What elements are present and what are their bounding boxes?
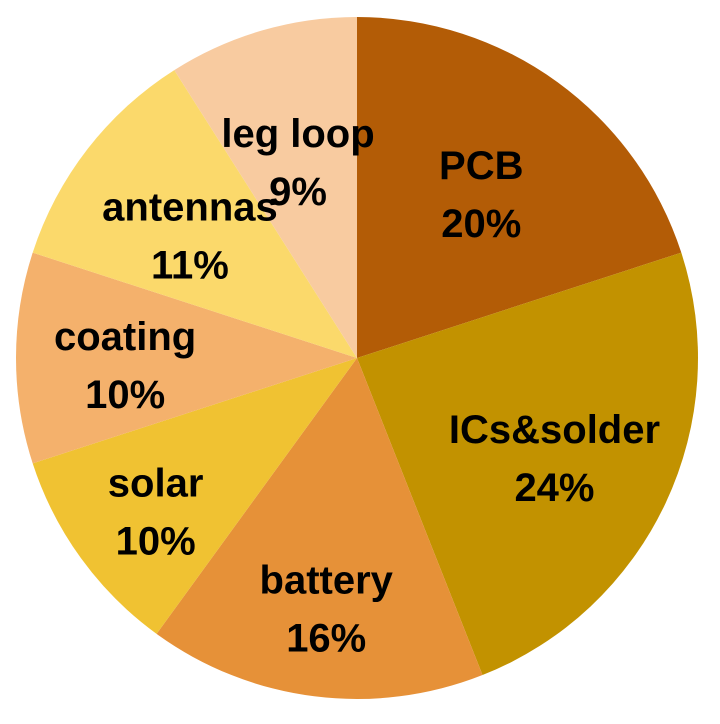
slice-value-label: 10% (85, 373, 165, 417)
slice-label: leg loop (221, 112, 374, 156)
slice-label: antennas (102, 185, 278, 229)
pie-slice-solar (32, 358, 357, 634)
slice-label: coating (54, 315, 196, 359)
slice-value-label: 10% (116, 519, 196, 563)
pie-slice-coating (16, 252, 358, 464)
pie-slice-battery (156, 358, 483, 699)
pie-slice-leg-loop (174, 17, 357, 358)
slice-value-label: 9% (269, 170, 327, 214)
slice-label: solar (108, 461, 204, 505)
slice-value-label: 11% (151, 243, 229, 287)
slice-label: ICs&solder (449, 408, 660, 452)
slice-label: battery (260, 559, 394, 603)
slice-value-label: 24% (514, 466, 594, 510)
slice-value-label: 16% (286, 617, 366, 661)
slice-label: PCB (439, 144, 523, 188)
slice-value-label: 20% (441, 202, 521, 246)
pie-labels: PCB 20% ICs&solder 24% battery 16% solar 10% coa… (54, 112, 660, 661)
pie-slice-ics-solder (357, 252, 698, 676)
pie-slices (16, 17, 698, 699)
pie-slice-pcb (357, 17, 682, 358)
pie-slice-antennas (32, 70, 357, 359)
